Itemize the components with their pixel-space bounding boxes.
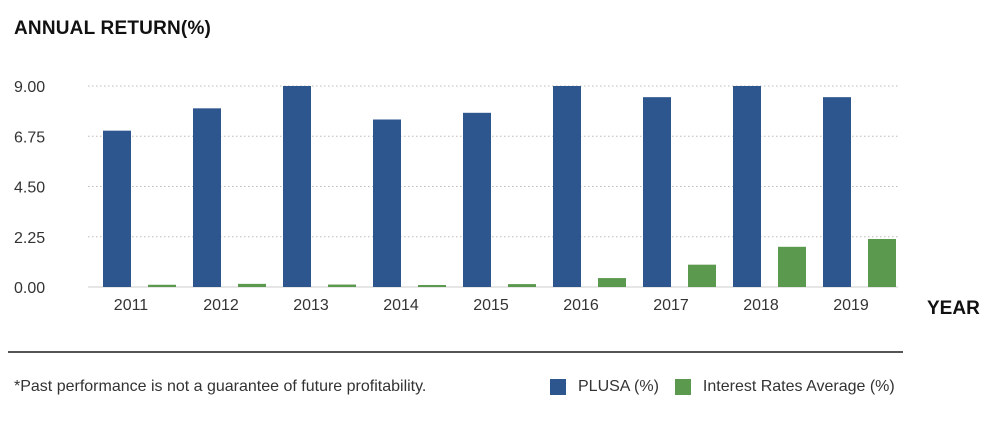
bar-interest-rates [418, 284, 446, 287]
x-tick-label: 2015 [473, 297, 509, 314]
x-axis-title: YEAR [927, 298, 980, 319]
disclaimer-footnote: *Past performance is not a guarantee of … [14, 378, 427, 395]
x-tick-label: 2018 [743, 297, 779, 314]
bar-interest-rates [778, 246, 806, 287]
legend-item-plusa: PLUSA (%) [550, 378, 659, 396]
bar-interest-rates [148, 284, 176, 287]
bar-interest-rates [508, 284, 536, 287]
y-tick-label: 6.75 [14, 129, 45, 146]
legend-swatch-plusa [550, 379, 566, 395]
bar-interest-rates [598, 278, 626, 287]
legend-label-plusa: PLUSA (%) [578, 378, 659, 395]
bar-plusa [553, 86, 581, 287]
x-tick-label: 2017 [653, 297, 689, 314]
y-tick-label: 2.25 [14, 230, 45, 247]
bar-plusa [643, 97, 671, 288]
legend-swatch-interest-rates [674, 379, 691, 395]
bar-plusa [103, 130, 131, 287]
bar-plusa [373, 119, 401, 287]
bar-plusa [823, 97, 851, 288]
y-tick-label: 0.00 [14, 280, 45, 297]
x-tick-label: 2019 [833, 297, 869, 314]
y-axis-title: ANNUAL RETURN(%) [14, 18, 212, 39]
x-tick-label: 2011 [114, 297, 149, 314]
bar-plusa [733, 86, 761, 287]
legend-item-interest-rates: Interest Rates Average (%) [674, 378, 895, 396]
bar-interest-rates [328, 284, 356, 287]
y-tick-label: 4.50 [14, 180, 45, 197]
bar-interest-rates [238, 283, 266, 287]
bar-interest-rates [688, 264, 716, 287]
x-tick-label: 2014 [383, 297, 419, 314]
x-tick-label: 2016 [563, 297, 599, 314]
bar-plusa [193, 108, 221, 287]
legend: PLUSA (%) Interest Rates Average (%) [550, 378, 911, 396]
bar-chart: 0.00 2.25 4.50 6.75 9.00 2011 2012 2013 2014 2015… [14, 79, 898, 314]
x-tick-label: 2013 [293, 297, 329, 314]
x-tick-label: 2012 [203, 297, 239, 314]
y-tick-label: 9.00 [14, 79, 45, 96]
legend-label-interest-rates: Interest Rates Average (%) [702, 378, 895, 395]
divider [8, 351, 903, 353]
bar-plusa [463, 112, 491, 287]
bar-plusa [283, 86, 311, 287]
bar-interest-rates [868, 238, 896, 287]
